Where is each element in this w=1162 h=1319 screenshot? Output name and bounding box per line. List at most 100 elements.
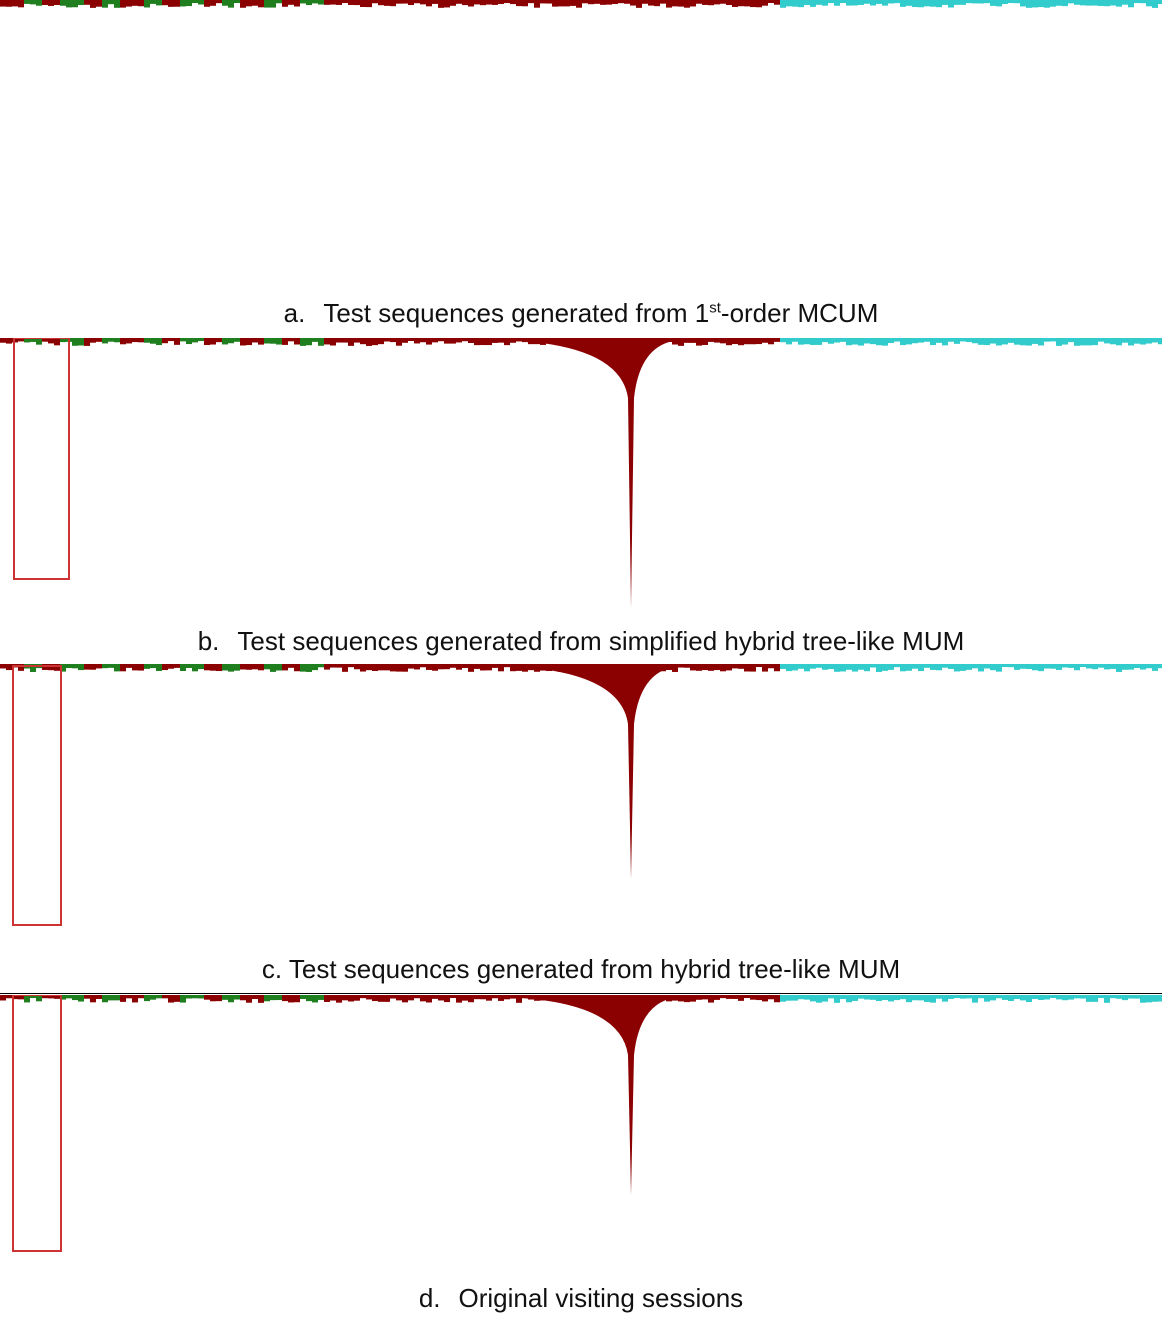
band <box>726 0 732 5</box>
band <box>354 338 360 343</box>
band <box>384 338 390 341</box>
band <box>762 0 768 6</box>
band <box>930 664 936 670</box>
band <box>1080 338 1086 345</box>
band <box>84 338 90 346</box>
band <box>126 0 132 7</box>
band <box>330 995 336 1001</box>
band <box>786 0 792 6</box>
band <box>918 0 924 7</box>
band <box>996 338 1002 345</box>
band <box>936 664 942 670</box>
band <box>132 0 138 6</box>
band <box>1026 0 1032 8</box>
band <box>510 995 516 999</box>
band <box>738 995 744 1001</box>
band <box>672 338 678 345</box>
band <box>114 0 120 8</box>
band <box>84 995 90 999</box>
band <box>300 338 306 346</box>
band <box>264 338 270 343</box>
band <box>816 995 822 1003</box>
band <box>888 664 894 670</box>
band <box>414 664 420 669</box>
band <box>1020 995 1026 1000</box>
band <box>360 0 366 7</box>
band <box>252 0 258 6</box>
band <box>72 664 78 668</box>
band <box>882 995 888 1000</box>
band <box>1008 0 1014 3</box>
highlight-box <box>14 338 69 579</box>
band <box>1092 338 1098 345</box>
band <box>1080 0 1086 5</box>
band <box>60 0 66 6</box>
band <box>678 664 684 668</box>
band <box>198 664 204 669</box>
band <box>822 338 828 342</box>
band <box>120 0 126 8</box>
band <box>438 0 444 8</box>
band <box>108 664 114 668</box>
band <box>90 0 96 8</box>
band <box>1026 664 1032 669</box>
band <box>456 664 462 670</box>
band <box>894 995 900 1000</box>
band <box>102 338 108 343</box>
band <box>444 995 450 1002</box>
band <box>282 0 288 7</box>
band <box>1050 664 1056 669</box>
band <box>390 995 396 999</box>
band <box>378 995 384 1002</box>
band <box>756 0 762 7</box>
band <box>66 664 72 668</box>
band <box>108 338 114 342</box>
band <box>1002 664 1008 667</box>
band <box>498 0 504 4</box>
band <box>378 664 384 670</box>
caption-c: c. Test sequences generated from hybrid … <box>0 954 1162 985</box>
band <box>798 995 804 999</box>
band <box>1086 995 1092 1002</box>
band <box>1014 664 1020 670</box>
band <box>810 0 816 7</box>
band <box>96 338 102 342</box>
band <box>204 664 210 670</box>
band <box>780 664 786 669</box>
band <box>324 0 330 5</box>
band <box>354 995 360 1001</box>
band <box>162 0 168 5</box>
band <box>306 995 312 1001</box>
band <box>174 0 180 7</box>
band <box>372 338 378 345</box>
band <box>450 0 456 6</box>
band <box>240 338 246 345</box>
band <box>684 995 690 1002</box>
band <box>1116 995 1122 999</box>
caption-text: Test sequences generated from hybrid tre… <box>289 954 900 984</box>
band <box>168 0 174 7</box>
band <box>312 995 318 1002</box>
caption-text: c. <box>262 954 282 984</box>
band <box>72 338 78 346</box>
band <box>366 338 372 346</box>
band <box>1032 0 1038 7</box>
band <box>774 338 780 342</box>
band <box>324 664 330 670</box>
band <box>294 995 300 1002</box>
band <box>756 664 762 667</box>
band <box>390 0 396 6</box>
band <box>438 338 444 341</box>
band <box>954 664 960 671</box>
caption-a: a.Test sequences generated from 1st-orde… <box>0 298 1162 329</box>
band <box>216 338 222 342</box>
band <box>600 0 606 5</box>
band <box>1068 995 1074 1000</box>
page: a.Test sequences generated from 1st-orde… <box>0 0 1162 1319</box>
band <box>858 0 864 5</box>
band <box>888 338 894 343</box>
band <box>840 0 846 3</box>
band <box>960 664 966 671</box>
band <box>180 338 186 341</box>
band <box>246 995 252 1003</box>
